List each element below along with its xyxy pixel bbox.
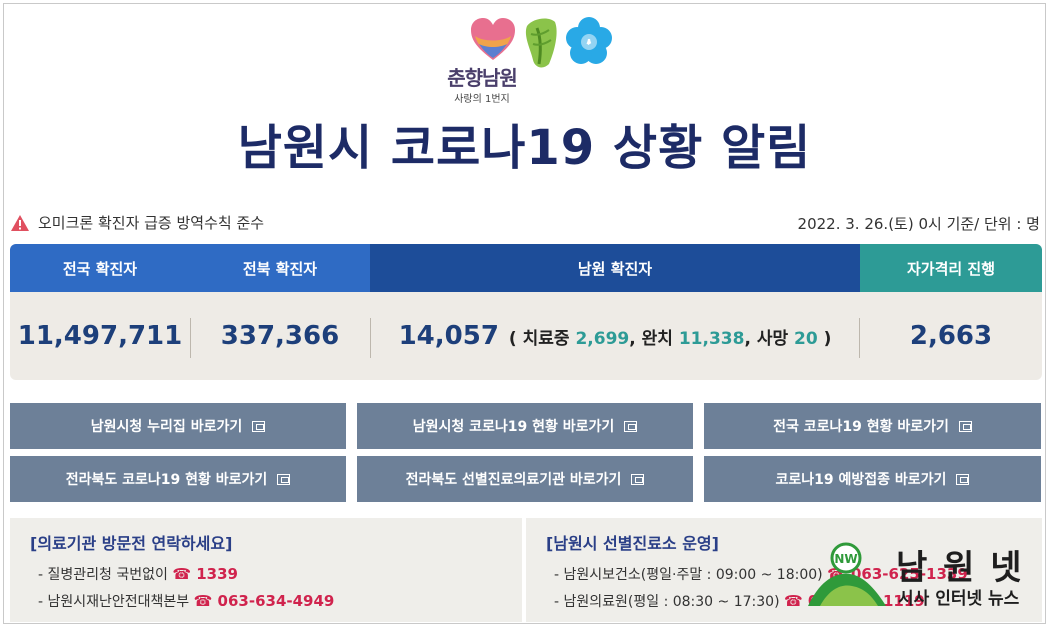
clinic-label: - 남원의료원(평일 : 08:30 ~ 17:30) — [554, 594, 780, 610]
contact-line: - 질병관리청 국번없이 ☎ 1339 — [38, 564, 238, 584]
chunhyang-namwon-logo: 춘향남원 사랑의 1번지 — [433, 14, 633, 106]
notice: 오미크론 확진자 급증 방역수칙 준수 — [10, 212, 264, 233]
link-vaccination-button[interactable]: 코로나19 예방접종 바로가기 — [704, 456, 1041, 502]
button-label: 남원시청 코로나19 현황 바로가기 — [412, 419, 615, 435]
comma: , — [629, 328, 636, 349]
header-quarantine: 자가격리 진행 — [860, 244, 1042, 292]
leaf-logo-icon — [525, 18, 557, 68]
namwon-detail: ( 치료중 2,699, 완치 11,338, 사망 20 ) — [509, 324, 832, 349]
header-namwon: 남원 확진자 — [370, 244, 860, 292]
page-frame — [3, 3, 1046, 624]
external-link-icon — [624, 420, 638, 432]
health-center-phone[interactable]: ☎ 063-625-1339 — [827, 565, 968, 583]
clinic-line: - 남원시보건소(평일·주말 : 09:00 ~ 18:00) ☎ 063-62… — [554, 564, 968, 584]
external-link-icon — [956, 473, 970, 485]
kdca-phone[interactable]: ☎ 1339 — [172, 565, 238, 583]
warning-icon — [11, 214, 29, 231]
link-namwon-covid-status-button[interactable]: 남원시청 코로나19 현황 바로가기 — [357, 403, 693, 449]
namwonnet-watermark: NW 남 원 넷 시사 인터넷 뉴스 — [806, 540, 1036, 624]
header-jeonbuk: 전북 확진자 — [190, 244, 370, 292]
external-link-icon — [631, 473, 645, 485]
paren-close: ) — [823, 328, 832, 349]
notice-text: 오미크론 확진자 급증 방역수칙 준수 — [38, 214, 265, 232]
header-national: 전국 확진자 — [10, 244, 190, 292]
paren-open: ( — [508, 328, 517, 349]
external-link-icon — [277, 473, 291, 485]
button-label: 전국 코로나19 현황 바로가기 — [773, 419, 949, 435]
external-link-icon — [252, 420, 266, 432]
button-label: 남원시청 누리집 바로가기 — [90, 419, 243, 435]
divider — [190, 318, 191, 358]
treating-count: 2,699 — [575, 328, 630, 349]
link-namwon-homepage-button[interactable]: 남원시청 누리집 바로가기 — [10, 403, 346, 449]
contact-label: - 질병관리청 국번없이 — [38, 567, 168, 583]
link-national-covid-status-button[interactable]: 전국 코로나19 현황 바로가기 — [704, 403, 1041, 449]
external-link-icon — [958, 420, 972, 432]
divider — [859, 318, 860, 358]
heart-logo-icon — [471, 18, 515, 60]
contact-label: - 남원시재난안전대책본부 — [38, 594, 190, 610]
page-title: 남원시 코로나19 상황 알림 — [237, 120, 812, 176]
death-label: 사망 — [756, 328, 789, 349]
watermark-badge-text: NW — [834, 552, 857, 566]
logo-name: 춘향남원 — [447, 66, 518, 90]
button-label: 전라북도 선별진료의료기관 바로가기 — [405, 472, 622, 488]
quarantine-count: 2,663 — [909, 321, 993, 351]
link-jeonbuk-covid-status-button[interactable]: 전라북도 코로나19 현황 바로가기 — [10, 456, 346, 502]
date-basis: 2022. 3. 26.(토) 0시 기준/ 단위 : 명 — [797, 215, 1040, 233]
stats-panel: 전국 확진자 전북 확진자 남원 확진자 자가격리 진행 11,497,711 … — [10, 244, 1042, 380]
jeonbuk-count: 337,366 — [220, 321, 340, 351]
link-jeonbuk-screening-clinics-button[interactable]: 전라북도 선별진료의료기관 바로가기 — [357, 456, 693, 502]
treating-label: 치료중 — [522, 328, 570, 349]
contact-title: [의료기관 방문전 연락하세요] — [30, 534, 233, 553]
national-count: 11,497,711 — [17, 321, 183, 351]
contact-line: - 남원시재난안전대책본부 ☎ 063-634-4949 — [38, 591, 334, 611]
recovered-label: 완치 — [641, 328, 673, 349]
logo-tagline: 사랑의 1번지 — [454, 94, 510, 105]
button-label: 코로나19 예방접종 바로가기 — [775, 472, 947, 488]
comma: , — [744, 328, 751, 349]
disaster-hq-phone[interactable]: ☎ 063-634-4949 — [193, 592, 335, 610]
watermark-subtitle: 시사 인터넷 뉴스 — [898, 589, 1020, 609]
clinic-label: - 남원시보건소(평일·주말 : 09:00 ~ 18:00) — [554, 567, 823, 583]
recovered-count: 11,338 — [678, 328, 745, 349]
flower-logo-icon — [566, 17, 612, 64]
contact-panel: [의료기관 방문전 연락하세요] - 질병관리청 국번없이 ☎ 1339 - 남… — [10, 518, 522, 622]
namwon-cell: 14,057 ( 치료중 2,699, 완치 11,338, 사망 20 ) — [370, 292, 860, 380]
divider — [370, 318, 371, 358]
death-count: 20 — [794, 328, 818, 349]
namwonnet-logo-icon: NW — [808, 542, 886, 606]
button-label: 전라북도 코로나19 현황 바로가기 — [65, 472, 268, 488]
namwon-count: 14,057 — [398, 321, 499, 351]
clinic-panel: [남원시 선별진료소 운영] - 남원시보건소(평일·주말 : 09:00 ~ … — [526, 518, 1042, 622]
clinic-title: [남원시 선별진료소 운영] — [546, 534, 719, 553]
watermark-title: 남 원 넷 — [896, 548, 1024, 588]
